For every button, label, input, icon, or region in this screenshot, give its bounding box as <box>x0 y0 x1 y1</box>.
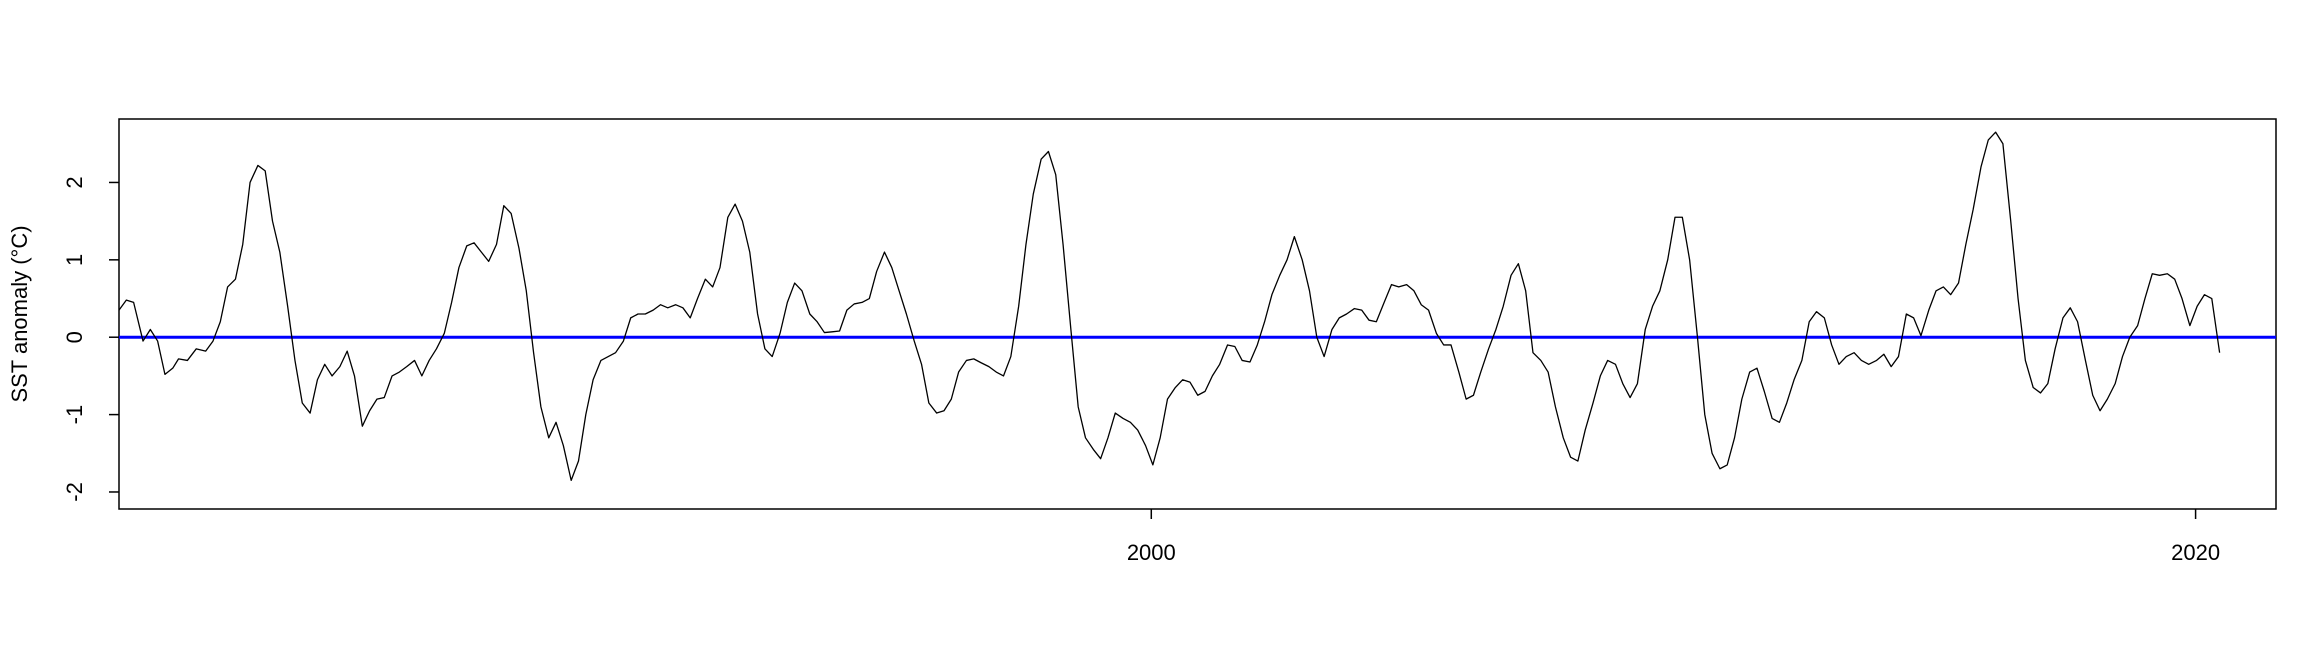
y-tick-label: 0 <box>62 331 87 343</box>
y-axis-label: SST anomaly (°C) <box>7 225 32 402</box>
plot-frame <box>118 118 2277 510</box>
data-line <box>118 131 2221 482</box>
x-tick-label: 2000 <box>1127 540 1176 565</box>
y-tick-label: -2 <box>62 482 87 502</box>
y-tick-label: 2 <box>62 176 87 188</box>
y-tick-label: 1 <box>62 254 87 266</box>
y-tick-label: -1 <box>62 405 87 425</box>
x-tick-label: 2020 <box>2171 540 2220 565</box>
